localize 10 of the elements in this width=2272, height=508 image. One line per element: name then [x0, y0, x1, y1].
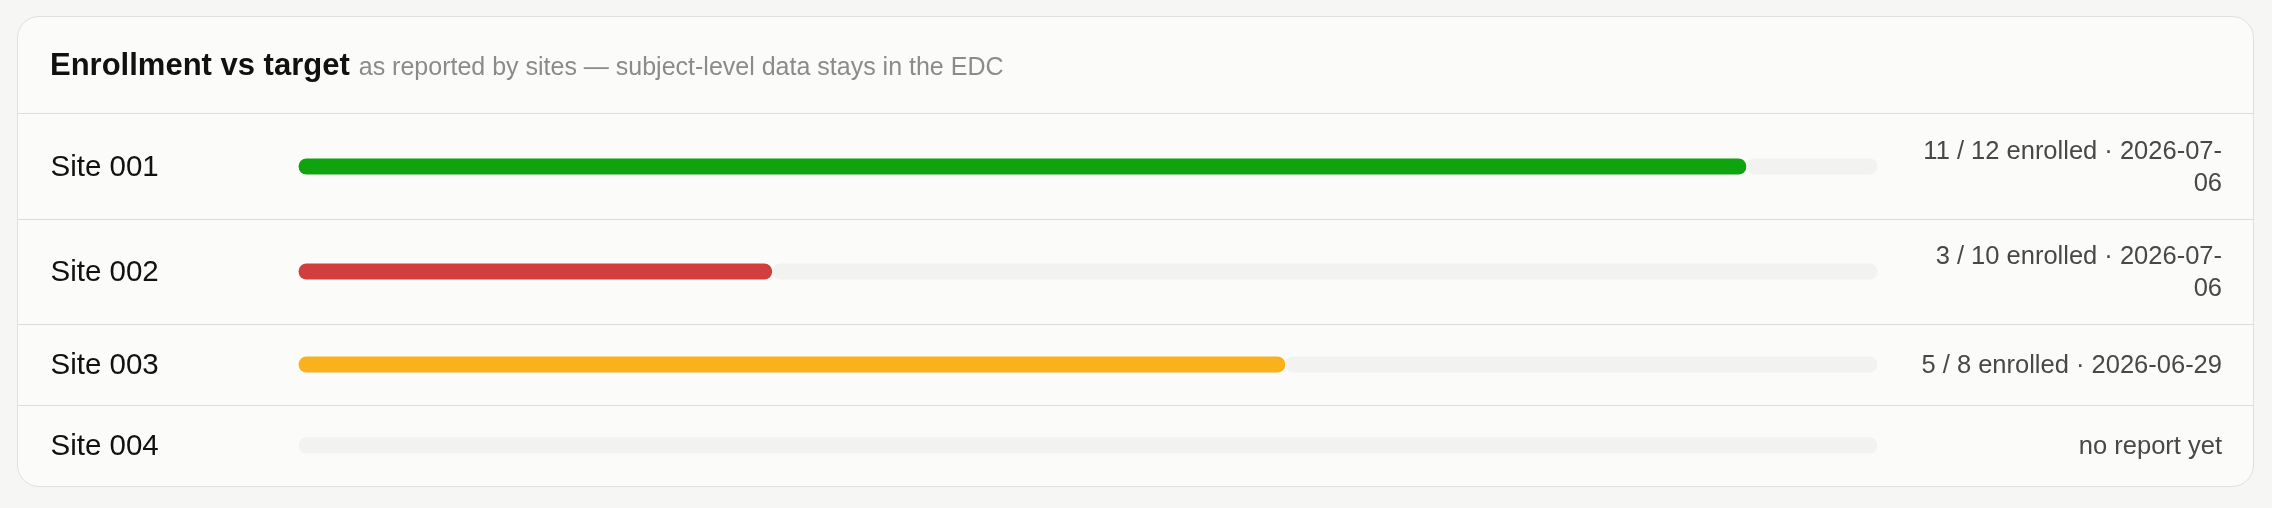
chart-subtitle: as reported by sites — subject-level data stays in the EDC: [358, 52, 1004, 80]
y-tick-label: Site 001: [50, 149, 159, 183]
y-tick-label: Site 003: [50, 347, 159, 381]
text: 3 / 10 enrolled · 2026-07-06: [1935, 241, 2222, 302]
chart-title: Enrollment vs target: [50, 47, 350, 82]
text: 5 / 8 enrolled · 2026-06-29: [1921, 350, 2222, 379]
text: 11 / 12 enrolled · 2026-07-06: [1923, 136, 2222, 197]
y-tick-label: Site 004: [50, 428, 159, 462]
text: no report yet: [2078, 431, 2222, 460]
y-tick-label: Site 002: [50, 254, 159, 288]
